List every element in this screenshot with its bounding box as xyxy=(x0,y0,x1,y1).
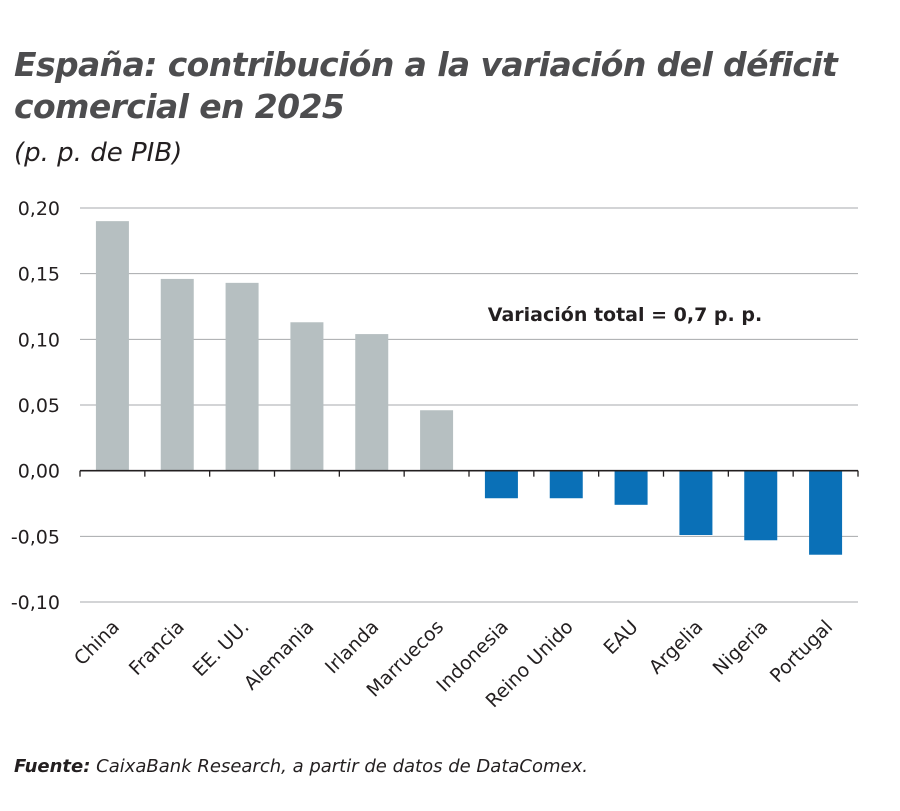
bar xyxy=(744,470,778,541)
bar-chart: 0,20 0,15 0,10 0,05 0,00 -0,05 -0,10 China Fran… xyxy=(11,198,859,712)
bar xyxy=(679,470,713,536)
y-tick-label: -0,10 xyxy=(11,592,60,614)
y-tick-label: 0,05 xyxy=(18,395,60,417)
chart-subtitle: (p. p. de PIB) xyxy=(14,138,183,168)
source-text: CaixaBank Research, a partir de datos de… xyxy=(90,756,588,777)
bar xyxy=(484,470,518,499)
x-tick-label: EAU xyxy=(600,616,643,659)
x-tick-label: Argelia xyxy=(645,616,708,679)
bar xyxy=(614,470,648,505)
x-tick-labels: China Francia EE. UU.Alemania IrlandaMarrue… xyxy=(70,616,837,712)
gridlines xyxy=(80,207,858,603)
y-tick-label: 0,15 xyxy=(18,264,60,286)
y-tick-label: 0,20 xyxy=(18,198,60,220)
x-tick-label: Irlanda xyxy=(321,616,383,678)
bars xyxy=(95,221,843,555)
bar xyxy=(420,410,454,471)
bar xyxy=(549,470,583,499)
x-tick-label: Alemania xyxy=(240,616,319,695)
bar xyxy=(225,282,259,471)
y-tick-labels: 0,20 0,15 0,10 0,05 0,00 -0,05 -0,10 xyxy=(11,198,60,614)
bar xyxy=(95,221,129,471)
chart-title: España: contribución a la variación del … xyxy=(14,45,838,126)
bar xyxy=(355,334,389,471)
x-tick-label: Portugal xyxy=(766,616,837,687)
bar xyxy=(160,278,194,471)
bar xyxy=(290,322,324,471)
y-tick-label: -0,05 xyxy=(11,526,60,548)
x-tick-label: Francia xyxy=(125,616,189,680)
source-note: Fuente: CaixaBank Research, a partir de … xyxy=(14,756,588,777)
total-variation-annotation: Variación total = 0,7 p. p. xyxy=(488,304,762,326)
x-axis xyxy=(79,469,859,477)
x-tick-label: EE. UU. xyxy=(189,616,254,681)
x-tick-label: Nigeria xyxy=(709,616,773,680)
x-tick-label: China xyxy=(70,616,124,670)
y-tick-label: 0,00 xyxy=(18,461,60,483)
source-label: Fuente: xyxy=(14,756,91,777)
y-tick-label: 0,10 xyxy=(18,329,60,351)
bar xyxy=(809,470,843,555)
